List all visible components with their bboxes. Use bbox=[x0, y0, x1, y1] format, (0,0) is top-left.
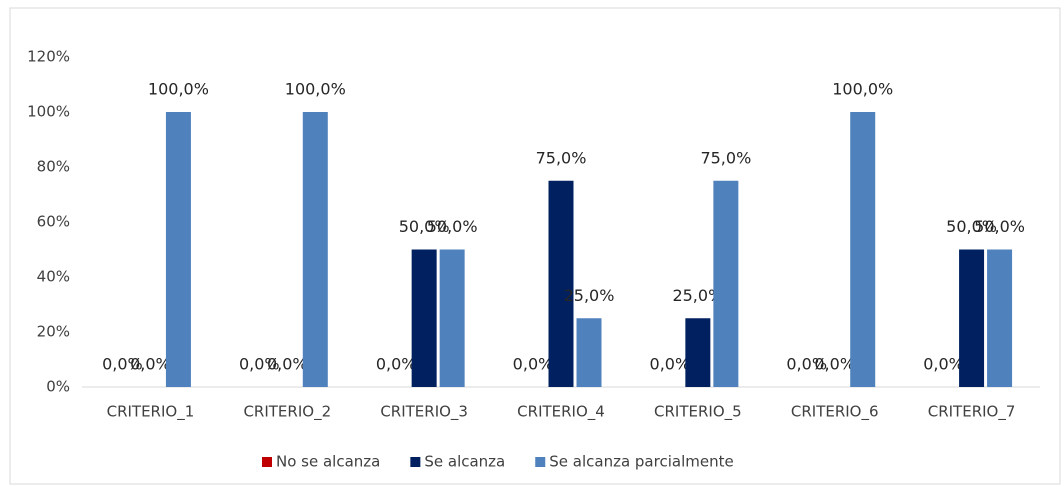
x-tick-label: CRITERIO_6 bbox=[791, 403, 879, 422]
value-label: 100,0% bbox=[148, 80, 209, 99]
x-tick-label: CRITERIO_4 bbox=[517, 403, 605, 422]
y-tick-label: 20% bbox=[37, 323, 70, 341]
x-tick-label: CRITERIO_5 bbox=[654, 403, 742, 422]
value-label: 0,0% bbox=[130, 355, 171, 374]
bar bbox=[576, 318, 602, 387]
bar bbox=[959, 249, 985, 387]
x-tick-label: CRITERIO_1 bbox=[107, 403, 195, 422]
value-label: 0,0% bbox=[376, 355, 417, 374]
value-label: 0,0% bbox=[102, 355, 143, 374]
value-label: 0,0% bbox=[814, 355, 855, 374]
value-label: 0,0% bbox=[239, 355, 280, 374]
legend-label: No se alcanza bbox=[276, 453, 380, 471]
bar bbox=[713, 180, 739, 387]
bar bbox=[411, 249, 437, 387]
value-label: 0,0% bbox=[786, 355, 827, 374]
bar bbox=[439, 249, 465, 387]
value-label: 0,0% bbox=[923, 355, 964, 374]
legend-swatch bbox=[535, 457, 546, 467]
x-tick-label: CRITERIO_7 bbox=[928, 403, 1016, 422]
legend-label: Se alcanza parcialmente bbox=[549, 453, 733, 471]
y-tick-label: 60% bbox=[37, 213, 70, 231]
bar bbox=[987, 249, 1013, 387]
value-label: 100,0% bbox=[832, 80, 893, 99]
value-label: 50,0% bbox=[974, 217, 1025, 236]
y-tick-label: 120% bbox=[27, 48, 70, 66]
value-label: 50,0% bbox=[399, 217, 450, 236]
value-label: 75,0% bbox=[536, 148, 587, 167]
y-tick-label: 80% bbox=[37, 158, 70, 176]
value-label: 50,0% bbox=[946, 217, 997, 236]
y-tick-label: 40% bbox=[37, 268, 70, 286]
value-label: 50,0% bbox=[427, 217, 478, 236]
value-label: 25,0% bbox=[564, 286, 615, 305]
bar bbox=[165, 112, 191, 387]
value-label: 75,0% bbox=[700, 148, 751, 167]
bar bbox=[548, 180, 574, 387]
y-tick-label: 0% bbox=[46, 378, 70, 396]
x-tick-label: CRITERIO_2 bbox=[243, 403, 331, 422]
bar bbox=[302, 112, 328, 387]
legend-swatch bbox=[262, 457, 272, 467]
value-label: 0,0% bbox=[650, 355, 691, 374]
legend-swatch bbox=[410, 457, 421, 467]
value-label: 0,0% bbox=[267, 355, 308, 374]
x-tick-label: CRITERIO_3 bbox=[380, 403, 468, 422]
value-label: 25,0% bbox=[672, 286, 723, 305]
value-label: 100,0% bbox=[285, 80, 346, 99]
bar bbox=[685, 318, 711, 387]
bar bbox=[850, 112, 876, 387]
value-label: 0,0% bbox=[513, 355, 554, 374]
y-tick-label: 100% bbox=[27, 103, 70, 121]
legend-label: Se alcanza bbox=[424, 453, 505, 471]
